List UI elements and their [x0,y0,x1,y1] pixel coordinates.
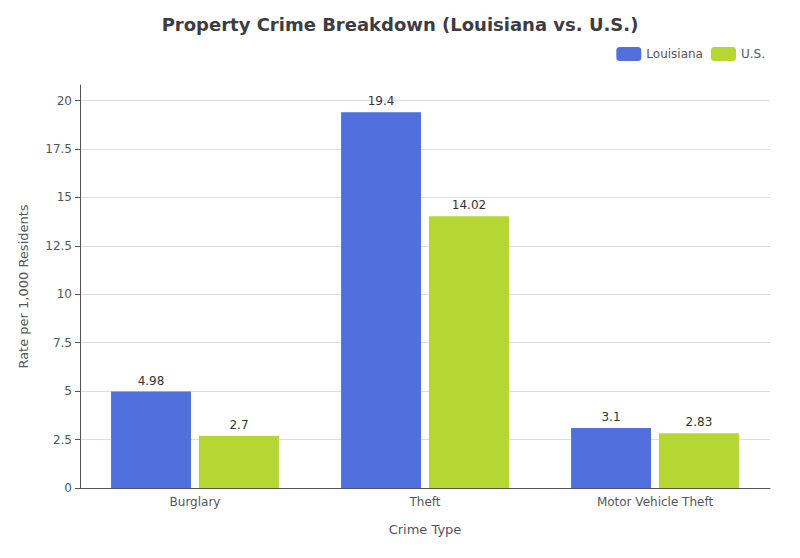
svg-text:12.5: 12.5 [45,239,72,253]
svg-text:10: 10 [57,287,72,301]
svg-text:2.5: 2.5 [53,433,72,447]
svg-text:15: 15 [57,190,72,204]
svg-text:5: 5 [64,384,72,398]
svg-text:Crime Type: Crime Type [389,522,462,537]
svg-text:14.02: 14.02 [452,198,486,212]
svg-text:0: 0 [64,481,72,495]
svg-text:Louisiana: Louisiana [646,47,703,61]
svg-text:Motor Vehicle Theft: Motor Vehicle Theft [597,495,714,509]
svg-text:Theft: Theft [408,495,440,509]
svg-text:2.7: 2.7 [229,418,248,432]
svg-text:17.5: 17.5 [45,142,72,156]
svg-text:3.1: 3.1 [601,410,620,424]
svg-text:7.5: 7.5 [53,336,72,350]
svg-text:2.83: 2.83 [686,415,713,429]
svg-text:4.98: 4.98 [138,374,165,388]
svg-text:Rate per 1,000 Residents: Rate per 1,000 Residents [16,204,31,368]
svg-text:20: 20 [57,94,72,108]
svg-text:U.S.: U.S. [741,47,765,61]
svg-text:19.4: 19.4 [368,94,395,108]
svg-text:Property Crime Breakdown (Loui: Property Crime Breakdown (Louisiana vs. … [162,14,639,35]
svg-text:Burglary: Burglary [170,495,221,509]
